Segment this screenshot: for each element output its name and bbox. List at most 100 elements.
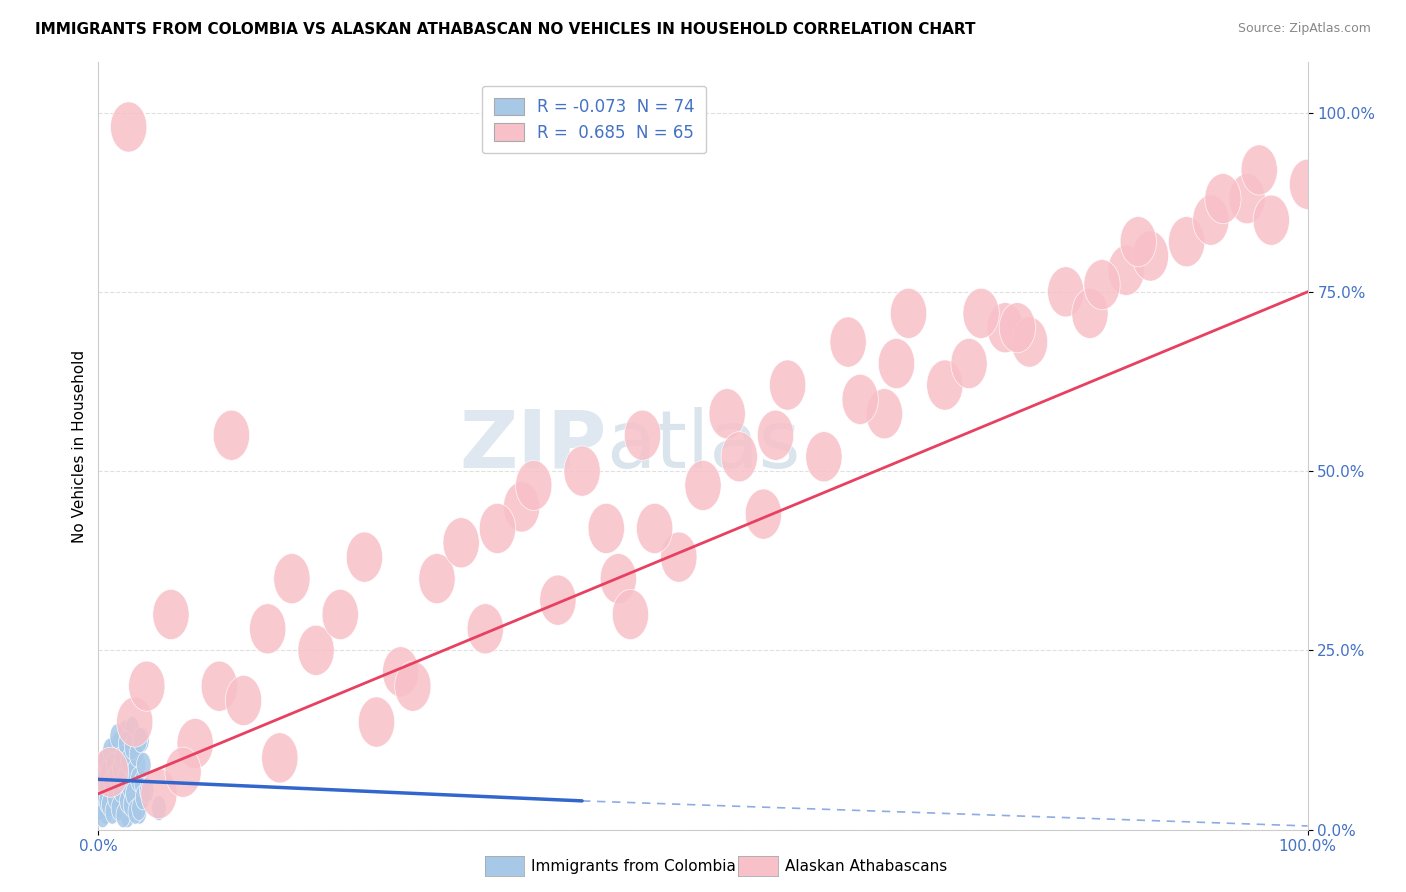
Ellipse shape	[136, 753, 150, 778]
Ellipse shape	[115, 746, 129, 771]
Ellipse shape	[100, 778, 114, 803]
Ellipse shape	[1253, 195, 1289, 245]
Ellipse shape	[564, 446, 600, 496]
Ellipse shape	[122, 774, 136, 799]
Ellipse shape	[624, 410, 661, 460]
Ellipse shape	[111, 731, 127, 756]
Ellipse shape	[129, 742, 143, 767]
Ellipse shape	[107, 753, 121, 778]
Ellipse shape	[661, 532, 697, 582]
Ellipse shape	[94, 789, 108, 814]
Ellipse shape	[97, 760, 111, 785]
Ellipse shape	[124, 792, 138, 817]
Ellipse shape	[879, 338, 915, 389]
Ellipse shape	[118, 731, 134, 756]
Ellipse shape	[1108, 245, 1144, 295]
Ellipse shape	[107, 785, 122, 810]
Ellipse shape	[721, 432, 758, 482]
Ellipse shape	[112, 756, 127, 781]
Ellipse shape	[769, 360, 806, 410]
Ellipse shape	[132, 799, 146, 824]
Ellipse shape	[120, 803, 135, 828]
Ellipse shape	[98, 789, 114, 814]
Ellipse shape	[104, 749, 120, 774]
Ellipse shape	[131, 767, 145, 792]
Ellipse shape	[613, 590, 648, 640]
Ellipse shape	[103, 739, 117, 764]
Text: Alaskan Athabascans: Alaskan Athabascans	[785, 859, 946, 873]
Ellipse shape	[709, 389, 745, 439]
Ellipse shape	[806, 432, 842, 482]
Ellipse shape	[94, 771, 110, 796]
Ellipse shape	[382, 647, 419, 697]
Ellipse shape	[134, 774, 148, 799]
Ellipse shape	[1000, 302, 1036, 353]
Ellipse shape	[110, 723, 124, 749]
Ellipse shape	[105, 799, 120, 824]
Ellipse shape	[745, 489, 782, 539]
Ellipse shape	[503, 482, 540, 532]
Ellipse shape	[637, 503, 673, 554]
Ellipse shape	[201, 661, 238, 711]
Ellipse shape	[443, 517, 479, 568]
Ellipse shape	[129, 661, 165, 711]
Ellipse shape	[1192, 195, 1229, 245]
Ellipse shape	[153, 590, 190, 640]
Text: ZIP: ZIP	[458, 407, 606, 485]
Ellipse shape	[1121, 217, 1157, 267]
Ellipse shape	[141, 769, 177, 819]
Ellipse shape	[117, 697, 153, 747]
Ellipse shape	[395, 661, 432, 711]
Ellipse shape	[152, 796, 166, 821]
Ellipse shape	[1084, 260, 1121, 310]
Ellipse shape	[1071, 288, 1108, 338]
Ellipse shape	[128, 799, 142, 824]
Ellipse shape	[177, 718, 214, 769]
Ellipse shape	[1289, 160, 1326, 210]
Ellipse shape	[124, 735, 139, 760]
Ellipse shape	[115, 753, 129, 778]
Ellipse shape	[124, 760, 138, 785]
Ellipse shape	[117, 767, 132, 792]
Ellipse shape	[107, 774, 121, 799]
Ellipse shape	[111, 781, 125, 806]
Ellipse shape	[479, 503, 516, 554]
Ellipse shape	[419, 554, 456, 604]
Ellipse shape	[121, 742, 136, 767]
Ellipse shape	[125, 716, 139, 742]
Ellipse shape	[110, 756, 124, 781]
Ellipse shape	[540, 575, 576, 625]
Ellipse shape	[359, 697, 395, 747]
Ellipse shape	[96, 796, 111, 821]
Ellipse shape	[93, 796, 107, 821]
Ellipse shape	[118, 720, 132, 746]
Ellipse shape	[125, 781, 141, 806]
Ellipse shape	[516, 460, 551, 510]
Ellipse shape	[1011, 317, 1047, 368]
Ellipse shape	[127, 760, 142, 785]
Ellipse shape	[111, 796, 125, 821]
Ellipse shape	[1047, 267, 1084, 317]
Ellipse shape	[225, 675, 262, 725]
Ellipse shape	[100, 760, 115, 785]
Ellipse shape	[122, 778, 138, 803]
Ellipse shape	[112, 789, 128, 814]
Text: Source: ZipAtlas.com: Source: ZipAtlas.com	[1237, 22, 1371, 36]
Ellipse shape	[131, 753, 146, 778]
Ellipse shape	[963, 288, 1000, 338]
Ellipse shape	[129, 739, 143, 764]
Ellipse shape	[139, 778, 155, 803]
Ellipse shape	[115, 803, 131, 828]
Ellipse shape	[1205, 174, 1241, 224]
Ellipse shape	[129, 785, 145, 810]
Ellipse shape	[866, 389, 903, 439]
Ellipse shape	[120, 789, 134, 814]
Ellipse shape	[108, 764, 124, 789]
Ellipse shape	[96, 803, 110, 828]
Ellipse shape	[94, 767, 108, 792]
Ellipse shape	[1168, 217, 1205, 267]
Ellipse shape	[101, 746, 115, 771]
Ellipse shape	[127, 792, 141, 817]
Text: atlas: atlas	[606, 407, 800, 485]
Ellipse shape	[1132, 231, 1168, 281]
